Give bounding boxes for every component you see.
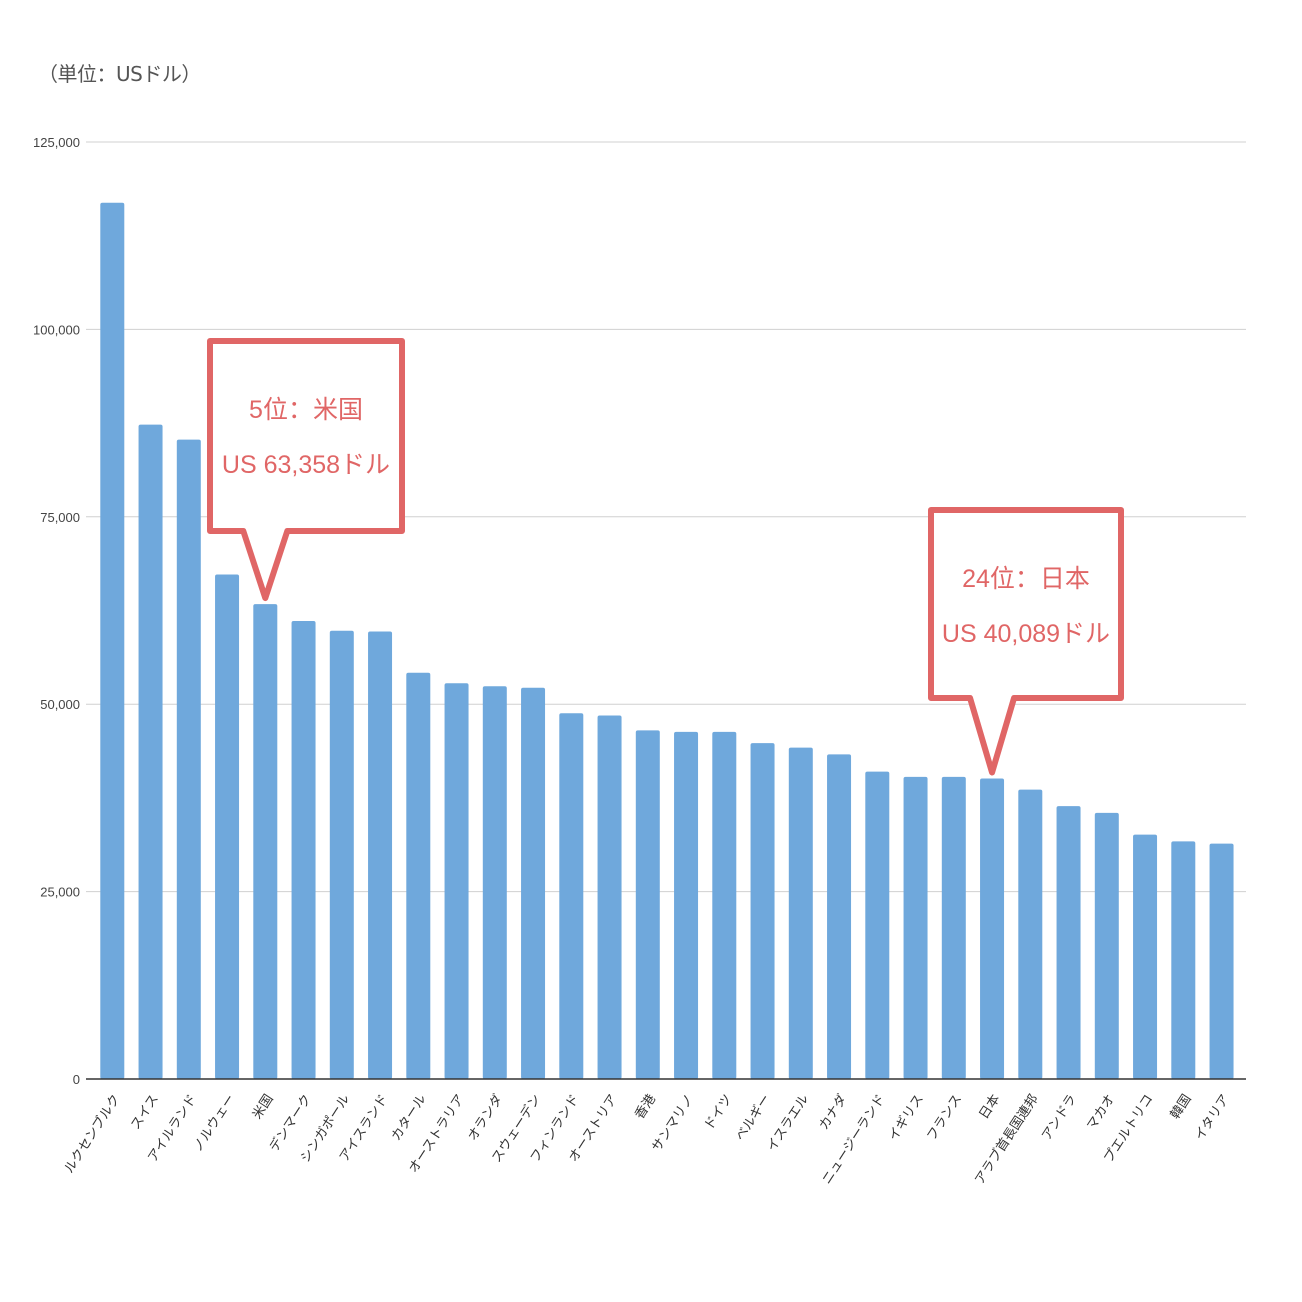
x-tick-label: 韓国 [1167,1091,1194,1121]
x-tick-label: フランス [924,1091,965,1143]
x-tick-label: イタリア [1191,1091,1232,1142]
bar [444,683,469,1079]
x-tick-label: 日本 [976,1091,1003,1121]
x-tick-label: マカオ [1083,1091,1117,1132]
x-tick-label: ドイツ [701,1091,735,1132]
x-tick-label: カタール [388,1091,429,1143]
bar [329,630,354,1079]
bar [1094,812,1119,1079]
y-tick-label: 75,000 [40,510,80,525]
callout-box [928,507,1124,776]
x-tick-label: ベルギー [732,1091,773,1143]
bar [1171,841,1196,1079]
bar [827,754,852,1079]
unit-label: （単位：USドル） [38,62,201,86]
bar [215,574,240,1079]
y-tick-label: 25,000 [40,885,80,900]
x-tick-label: イギリス [885,1091,926,1143]
bar [291,620,316,1079]
x-tick-label: ルクセンブルク [61,1091,123,1175]
callout-line2: US 63,358ドル [222,451,390,479]
bar [406,672,431,1079]
bar [1056,806,1081,1079]
y-tick-label: 125,000 [33,135,80,150]
y-tick-label: 100,000 [33,322,80,337]
x-tick-label: オランダ [464,1091,505,1143]
x-tick-label: 香港 [632,1091,659,1121]
bar [253,604,278,1079]
x-tick-label: アンドラ [1038,1091,1079,1142]
annotations: 5位：米国 US 63,358ドル 24位：日本 US 40,089ドル [207,338,1124,776]
y-tick-label: 50,000 [40,697,80,712]
bar [1209,843,1234,1079]
bar [635,730,660,1079]
bar [368,631,393,1079]
bar [712,731,737,1079]
bar [521,687,546,1079]
bar [674,731,699,1079]
bar [559,713,584,1079]
x-tick-label: カナダ [816,1091,850,1132]
y-axis-ticks: 0 25,000 50,000 75,000 100,000 125,000 [33,135,80,1087]
y-tick-label: 0 [73,1072,80,1087]
bar [980,778,1005,1079]
bar [138,424,163,1079]
x-tick-label: スイス [127,1091,161,1132]
callout-line2: US 40,089ドル [942,620,1110,648]
bar [176,439,201,1079]
bar [1133,834,1158,1079]
bar [1018,789,1043,1079]
x-tick-label: 米国 [249,1091,276,1121]
bar [482,686,507,1079]
callout-box [207,338,405,602]
callout-line1: 24位：日本 [962,565,1090,593]
bar [750,743,775,1079]
bars [100,202,1234,1080]
bar [788,747,813,1079]
bar [100,202,125,1080]
bar [903,776,928,1079]
bar [865,771,890,1079]
bar [597,715,622,1079]
callout-line1: 5位：米国 [249,396,363,424]
bar [941,776,966,1079]
